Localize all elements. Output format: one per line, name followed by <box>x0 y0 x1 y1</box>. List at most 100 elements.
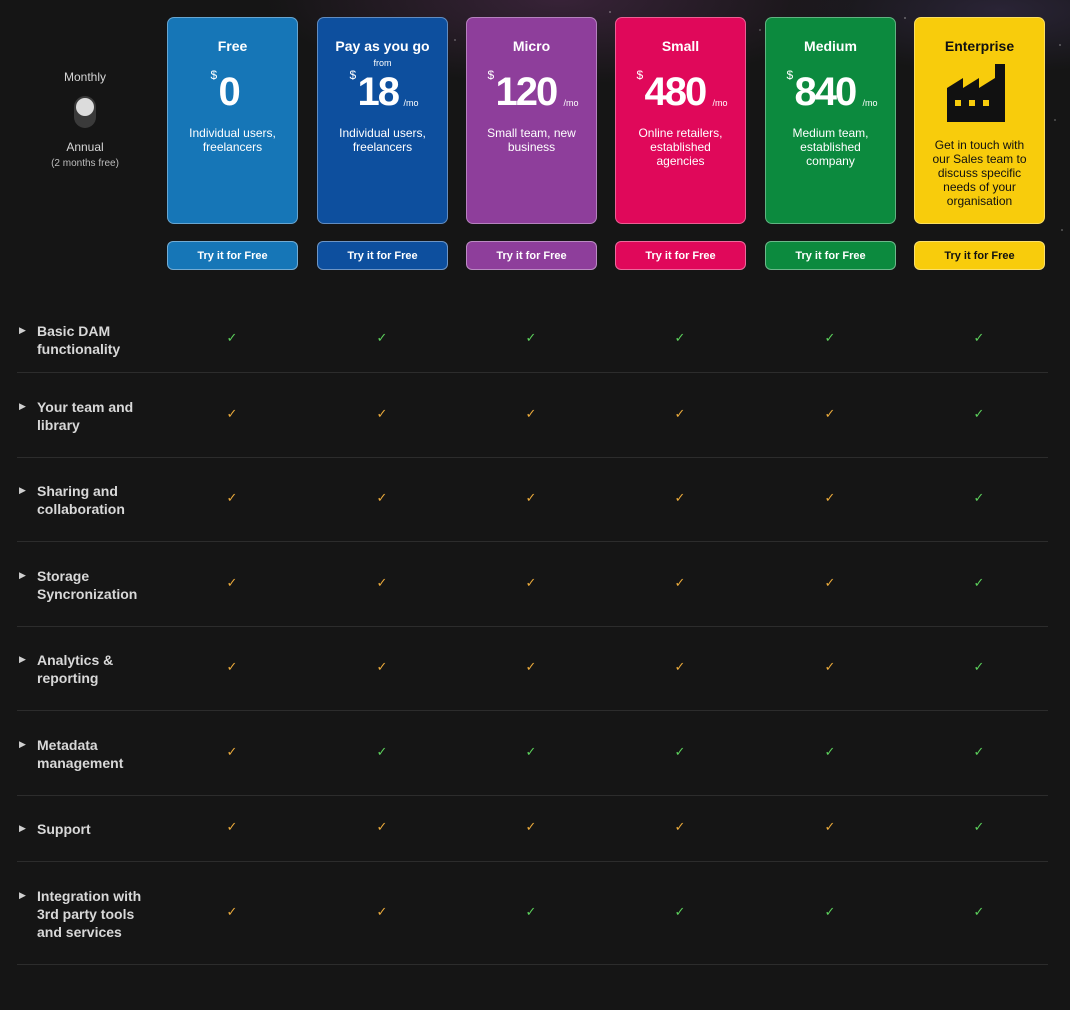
plan-name: Medium <box>804 38 857 54</box>
check-icon: ✓ <box>525 819 537 834</box>
check-icon: ✓ <box>674 903 686 919</box>
switch-knob <box>76 98 94 116</box>
feature-row[interactable]: ▶ Basic DAM functionality ✓ ✓ ✓ ✓ ✓ ✓ <box>17 307 1048 373</box>
check-icon: ✓ <box>674 330 686 345</box>
try-free-button-enterprise[interactable]: Try it for Free <box>914 241 1045 270</box>
check-icon: ✓ <box>525 490 537 505</box>
price-amount: 840 <box>794 70 858 114</box>
currency-symbol: $ <box>349 68 357 82</box>
feature-row[interactable]: ▶ Metadata management ✓ ✓ ✓ ✓ ✓ ✓ <box>17 711 1048 796</box>
feature-label: Basic DAM functionality <box>37 323 121 357</box>
check-icon: ✓ <box>824 405 836 421</box>
price-period: /mo <box>403 98 419 108</box>
feature-row[interactable]: ▶ Support ✓ ✓ ✓ ✓ ✓ ✓ <box>17 796 1048 862</box>
plan-card-pay-as-you-go: Pay as you go from $18/mo Individual users,… <box>317 17 448 224</box>
try-free-button-micro[interactable]: Try it for Free <box>466 241 597 270</box>
check-icon: ✓ <box>973 490 985 505</box>
plan-description: Small team, new business <box>487 126 576 154</box>
check-icon: ✓ <box>824 743 836 759</box>
feature-label: Integration with 3rd party tools and ser… <box>37 887 142 940</box>
expand-arrow-icon[interactable]: ▶ <box>19 889 26 900</box>
plan-price <box>915 62 1044 122</box>
check-icon: ✓ <box>525 405 537 421</box>
feature-row[interactable]: ▶ Analytics & reporting ✓ ✓ ✓ ✓ ✓ ✓ <box>17 627 1048 711</box>
plan-name: Free <box>217 38 248 54</box>
expand-arrow-icon[interactable]: ▶ <box>19 325 26 335</box>
plan-price: from $18/mo <box>318 58 447 114</box>
check-icon: ✓ <box>674 659 686 674</box>
try-free-button-free[interactable]: Try it for Free <box>167 241 298 270</box>
price-amount: 0 <box>218 70 241 114</box>
check-icon: ✓ <box>824 574 836 590</box>
check-icon: ✓ <box>973 903 985 919</box>
feature-label: Analytics & reporting <box>37 652 114 686</box>
check-icon: ✓ <box>226 903 238 919</box>
check-icon: ✓ <box>376 743 388 759</box>
price-amount: 480 <box>644 70 708 114</box>
plan-price: $480/mo <box>616 62 745 114</box>
plan-description: Individual users, freelancers <box>189 126 276 154</box>
check-icon: ✓ <box>376 574 388 590</box>
check-icon: ✓ <box>674 819 686 834</box>
check-icon: ✓ <box>226 659 238 674</box>
check-icon: ✓ <box>376 490 388 505</box>
factory-icon <box>947 64 1005 122</box>
plan-name: Micro <box>512 38 551 54</box>
check-icon: ✓ <box>226 819 238 834</box>
expand-arrow-icon[interactable]: ▶ <box>19 738 26 749</box>
check-icon: ✓ <box>973 574 985 590</box>
expand-arrow-icon[interactable]: ▶ <box>19 654 26 664</box>
billing-period-switch[interactable] <box>74 96 96 128</box>
monthly-label: Monthly <box>63 70 107 84</box>
check-icon: ✓ <box>674 574 686 590</box>
annual-note: (2 months free) <box>51 158 119 169</box>
check-icon: ✓ <box>376 903 388 919</box>
price-from-label: from <box>373 58 392 68</box>
check-icon: ✓ <box>376 330 388 345</box>
check-icon: ✓ <box>973 743 985 759</box>
feature-row[interactable]: ▶ Integration with 3rd party tools and se… <box>17 862 1048 965</box>
check-icon: ✓ <box>824 659 836 674</box>
check-icon: ✓ <box>973 819 985 834</box>
try-free-button-small[interactable]: Try it for Free <box>615 241 746 270</box>
check-icon: ✓ <box>525 574 537 590</box>
check-icon: ✓ <box>376 659 388 674</box>
check-icon: ✓ <box>824 330 836 345</box>
expand-arrow-icon[interactable]: ▶ <box>19 400 26 411</box>
expand-arrow-icon[interactable]: ▶ <box>19 823 26 833</box>
check-icon: ✓ <box>525 743 537 759</box>
check-icon: ✓ <box>226 490 238 505</box>
expand-arrow-icon[interactable]: ▶ <box>19 569 26 580</box>
feature-row[interactable]: ▶ Your team and library ✓ ✓ ✓ ✓ ✓ ✓ <box>17 373 1048 458</box>
check-icon: ✓ <box>674 490 686 505</box>
plan-name: Small <box>661 38 700 54</box>
check-icon: ✓ <box>674 405 686 421</box>
check-icon: ✓ <box>973 330 985 345</box>
check-icon: ✓ <box>226 574 238 590</box>
currency-symbol: $ <box>786 68 794 82</box>
try-free-button-pay-as-you-go[interactable]: Try it for Free <box>317 241 448 270</box>
check-icon: ✓ <box>376 819 388 834</box>
plan-description: Online retailers, established agencies <box>638 126 723 168</box>
feature-row[interactable]: ▶ Sharing and collaboration ✓ ✓ ✓ ✓ ✓ ✓ <box>17 458 1048 542</box>
price-period: /mo <box>862 98 878 108</box>
annual-label: Annual <box>66 140 104 154</box>
feature-label: Metadata management <box>37 736 124 771</box>
price-amount: 120 <box>495 70 559 114</box>
plan-card-medium: Medium $840/mo Medium team, established co… <box>765 17 896 224</box>
expand-arrow-icon[interactable]: ▶ <box>19 485 26 495</box>
try-free-button-medium[interactable]: Try it for Free <box>765 241 896 270</box>
plan-card-free: Free $0 Individual users, freelancers <box>167 17 298 224</box>
check-icon: ✓ <box>226 330 238 345</box>
check-icon: ✓ <box>973 659 985 674</box>
price-period: /mo <box>712 98 728 108</box>
plan-price: $120/mo <box>467 62 596 114</box>
currency-symbol: $ <box>210 68 218 82</box>
check-icon: ✓ <box>525 903 537 919</box>
plan-card-small: Small $480/mo Online retailers, establishe… <box>615 17 746 224</box>
check-icon: ✓ <box>824 819 836 834</box>
feature-row[interactable]: ▶ Storage Syncronization ✓ ✓ ✓ ✓ ✓ ✓ <box>17 542 1048 627</box>
check-icon: ✓ <box>376 405 388 421</box>
check-icon: ✓ <box>824 490 836 505</box>
check-icon: ✓ <box>973 405 985 421</box>
